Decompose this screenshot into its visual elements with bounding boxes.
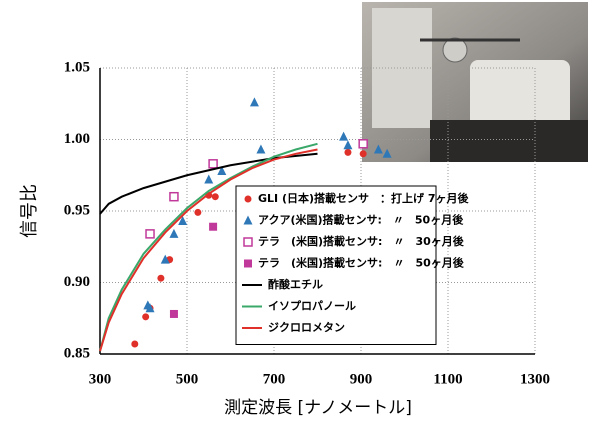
data-point [146, 230, 154, 238]
x-axis-label: 測定波長 [ナノメートル] [224, 398, 412, 418]
x-tick-label: 1300 [520, 371, 550, 387]
data-point [209, 160, 217, 168]
legend-label: 酢酸エチル [268, 277, 323, 291]
data-point [170, 310, 178, 318]
y-tick-label: 0.85 [64, 345, 90, 361]
legend-label: テラ (米国)搭載センサ: 〃 30ヶ月後 [258, 234, 465, 248]
data-point [204, 175, 213, 184]
data-point [131, 340, 138, 347]
x-tick-label: 900 [350, 371, 373, 387]
x-tick-label: 1100 [433, 371, 462, 387]
x-tick-label: 300 [89, 371, 112, 387]
data-point [256, 145, 265, 154]
data-point [360, 150, 367, 157]
x-tick-label: 500 [176, 371, 199, 387]
legend-label: GLI (日本)搭載センサ ：打上げ 7ヶ月後 [258, 191, 469, 205]
legend-label: ジクロロメタン [268, 321, 345, 334]
data-point [157, 275, 164, 282]
data-point [344, 149, 351, 156]
data-point [194, 209, 201, 216]
y-tick-label: 0.90 [64, 274, 90, 290]
x-tick-label: 700 [263, 371, 286, 387]
data-point [142, 313, 149, 320]
data-point [343, 140, 352, 149]
data-point [170, 193, 178, 201]
photo [362, 2, 588, 162]
y-tick-label: 0.95 [64, 202, 90, 218]
legend-label: テラ (米国)搭載センサ: 〃 50ヶ月後 [258, 256, 465, 270]
legend-swatch [244, 238, 252, 246]
data-point [209, 223, 217, 231]
chart: 信号比 測定波長 [ナノメートル] 0.85 0.90 0.95 1.00 1.05 30… [0, 0, 596, 425]
y-axis-label: 信号比 [19, 184, 40, 238]
legend-label: アクア(米国)搭載センサ: 〃 50ヶ月後 [258, 213, 464, 227]
legend-swatch [244, 260, 252, 268]
legend-swatch [245, 196, 252, 203]
data-point [359, 140, 367, 148]
data-point [212, 193, 219, 200]
data-point [169, 229, 178, 238]
y-tick-label: 1.00 [64, 131, 90, 147]
data-point [339, 132, 348, 141]
data-point [250, 97, 259, 106]
legend-label: イソプロパノール [268, 299, 356, 313]
y-tick-label: 1.05 [64, 59, 90, 75]
